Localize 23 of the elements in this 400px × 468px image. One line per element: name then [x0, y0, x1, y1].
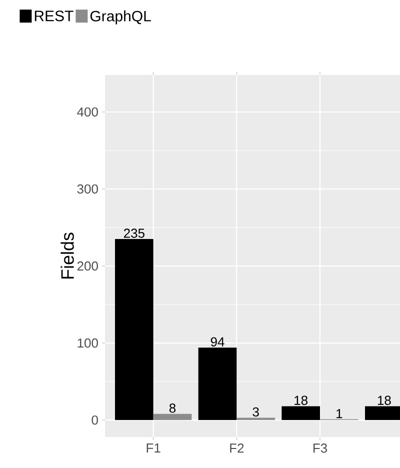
bar: [115, 239, 154, 420]
bar: [282, 406, 320, 420]
data-label: 8: [169, 403, 176, 413]
data-label: 3: [252, 407, 259, 417]
x-tick-label: F1: [146, 444, 160, 452]
x-tick-label: F3: [313, 444, 328, 453]
bar: [236, 418, 275, 420]
y-tick-label: 100: [78, 338, 98, 348]
x-tick-label: F2: [230, 444, 244, 453]
legend-label: GraphQL: [90, 10, 151, 24]
y-axis-title: Fields: [60, 232, 74, 279]
bar: [198, 348, 237, 420]
bar: [153, 414, 192, 420]
y-tick-label: 0: [92, 415, 98, 425]
data-label: 18: [378, 396, 391, 405]
legend-label: REST: [34, 10, 74, 22]
y-tick-label: 300: [77, 184, 98, 194]
y-tick-label: 200: [77, 261, 98, 271]
data-label: 1: [336, 409, 342, 418]
data-label: 235: [124, 228, 144, 238]
data-label: 18: [294, 396, 308, 405]
y-tick-label: 400: [77, 107, 98, 117]
data-label: 94: [210, 337, 224, 346]
